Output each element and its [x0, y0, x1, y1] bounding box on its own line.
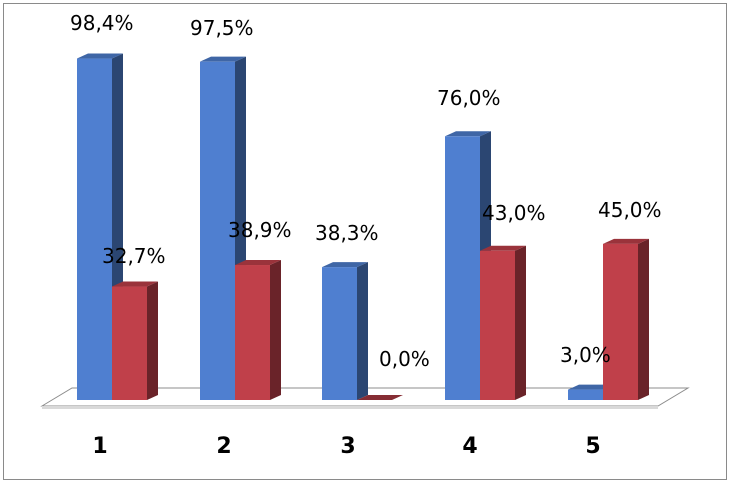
data-label: 3,0%: [560, 343, 611, 367]
bar-side: [357, 262, 368, 400]
category-label: 2: [216, 434, 231, 459]
data-label: 98,4%: [70, 11, 134, 35]
bar-front: [112, 286, 147, 400]
bar-side: [515, 245, 526, 400]
bar-top: [200, 56, 246, 62]
bar-front: [200, 61, 235, 401]
bars: [77, 53, 649, 401]
bar-front: [568, 389, 603, 400]
bar-top: [445, 131, 491, 137]
bar-front: [322, 267, 357, 400]
floor-edge: [42, 406, 658, 409]
category-label: 5: [585, 434, 600, 459]
category-labels: 1 2 3 4 5: [92, 434, 600, 459]
data-label: 0,0%: [379, 347, 430, 371]
category-label: 4: [462, 434, 477, 459]
bar-top: [112, 281, 158, 287]
data-label: 38,3%: [315, 221, 379, 245]
data-label: 97,5%: [190, 16, 254, 40]
bar-2-3: [357, 395, 403, 400]
bar-flat: [357, 395, 403, 400]
bar-2-2: [235, 260, 281, 400]
bar-side: [147, 281, 158, 400]
bar-1-3: [322, 262, 368, 400]
bar-top: [235, 260, 281, 266]
bar-top: [568, 384, 614, 390]
data-label: 38,9%: [228, 218, 292, 242]
category-label: 1: [92, 434, 107, 459]
bar-front: [603, 243, 638, 400]
bar-top: [603, 238, 649, 244]
bar-2-1: [112, 281, 158, 400]
bar-side: [638, 238, 649, 400]
bar-front: [445, 136, 480, 400]
bar-top: [322, 262, 368, 268]
data-label: 45,0%: [598, 198, 662, 222]
bar-2-4: [480, 245, 526, 400]
data-label: 76,0%: [437, 86, 501, 110]
bar-front: [77, 58, 112, 400]
bar-front: [480, 250, 515, 400]
bar-side: [270, 260, 281, 400]
bar-top: [480, 245, 526, 251]
bar-front: [235, 265, 270, 400]
data-label: 43,0%: [482, 201, 546, 225]
data-label: 32,7%: [102, 244, 166, 268]
category-label: 3: [340, 434, 355, 459]
bar-2-5: [603, 238, 649, 400]
bar-top: [77, 53, 123, 59]
data-labels: 98,4% 32,7% 97,5% 38,9% 38,3% 0,0% 76,0% 43,0% 3…: [70, 11, 662, 371]
